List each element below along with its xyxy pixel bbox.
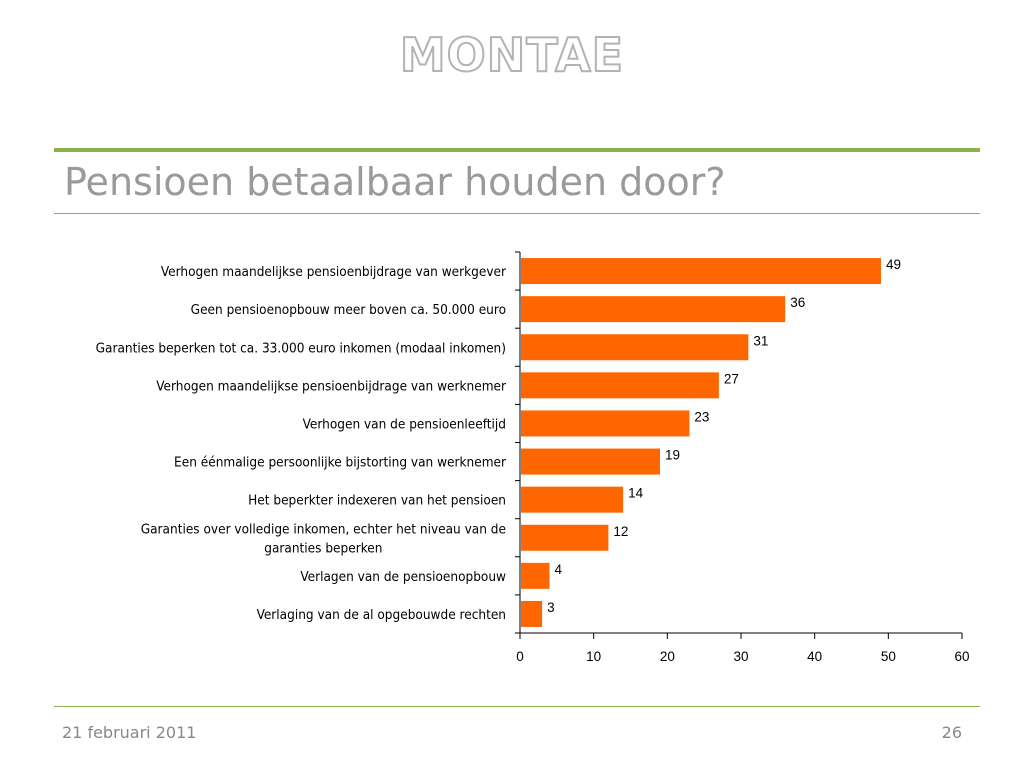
bar-value-label: 14 [628, 486, 644, 501]
bar-value-label: 23 [694, 409, 709, 424]
bar-value-label: 19 [665, 448, 680, 463]
bar [521, 410, 690, 437]
title-divider [54, 213, 980, 214]
bar [521, 448, 660, 475]
category-label: Verhogen maandelijkse pensioenbijdrage v… [156, 378, 506, 394]
bar-value-label: 4 [554, 562, 562, 577]
bar-value-label: 3 [547, 600, 555, 615]
bar-value-label: 31 [753, 333, 768, 348]
category-label: Garanties over volledige inkomen, echter… [141, 521, 506, 537]
x-tick-label: 10 [586, 649, 601, 664]
bar-value-label: 27 [724, 371, 739, 386]
x-tick-label: 50 [881, 649, 896, 664]
bar [521, 334, 749, 361]
brand-logo: MONTAE [399, 27, 625, 83]
x-tick-label: 0 [516, 649, 524, 664]
x-tick-label: 40 [807, 649, 822, 664]
category-label: Geen pensioenopbouw meer boven ca. 50.00… [191, 302, 506, 318]
slide-title: Pensioen betaalbaar houden door? [64, 160, 726, 204]
bar [521, 372, 719, 399]
bar [521, 486, 624, 513]
bar [521, 296, 786, 323]
bar [521, 524, 609, 551]
category-label: Verlagen van de pensioenopbouw [300, 569, 506, 585]
bar-value-label: 12 [613, 524, 628, 539]
x-tick-label: 30 [733, 649, 748, 664]
category-label: Verlaging van de al opgebouwde rechten [257, 607, 506, 623]
footer-date: 21 februari 2011 [62, 723, 197, 742]
footer-divider [54, 706, 980, 707]
category-label: garanties beperken [264, 540, 382, 556]
bar [521, 258, 881, 285]
bar-value-label: 49 [886, 257, 901, 272]
bar-value-label: 36 [790, 295, 805, 310]
x-tick-label: 20 [660, 649, 675, 664]
x-tick-label: 60 [954, 649, 969, 664]
bar [521, 600, 543, 627]
category-label: Garanties beperken tot ca. 33.000 euro i… [96, 340, 506, 356]
bar [521, 562, 550, 589]
category-label: Het beperkter indexeren van het pensioen [248, 493, 506, 509]
header-divider [54, 148, 980, 152]
page-number: 26 [941, 723, 962, 742]
category-label: Verhogen van de pensioenleeftijd [303, 416, 506, 432]
category-label: Een éénmalige persoonlijke bijstorting v… [174, 455, 506, 471]
category-label: Verhogen maandelijkse pensioenbijdrage v… [161, 264, 506, 280]
